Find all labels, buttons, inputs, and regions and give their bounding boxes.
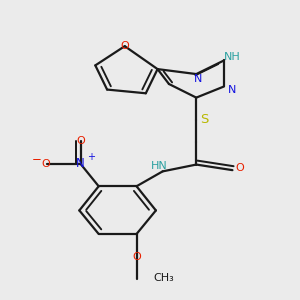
Text: HN: HN (151, 161, 168, 171)
Text: O: O (132, 252, 141, 262)
Text: N: N (194, 74, 202, 84)
Text: NH: NH (224, 52, 241, 62)
Text: CH₃: CH₃ (153, 273, 174, 283)
Text: −: − (32, 153, 41, 166)
Text: S: S (200, 113, 209, 126)
Text: +: + (87, 152, 95, 162)
Text: N: N (228, 85, 237, 94)
Text: O: O (120, 41, 129, 51)
Text: O: O (236, 163, 244, 173)
Text: N: N (76, 158, 85, 170)
Text: O: O (76, 136, 85, 146)
Text: O: O (42, 159, 50, 169)
